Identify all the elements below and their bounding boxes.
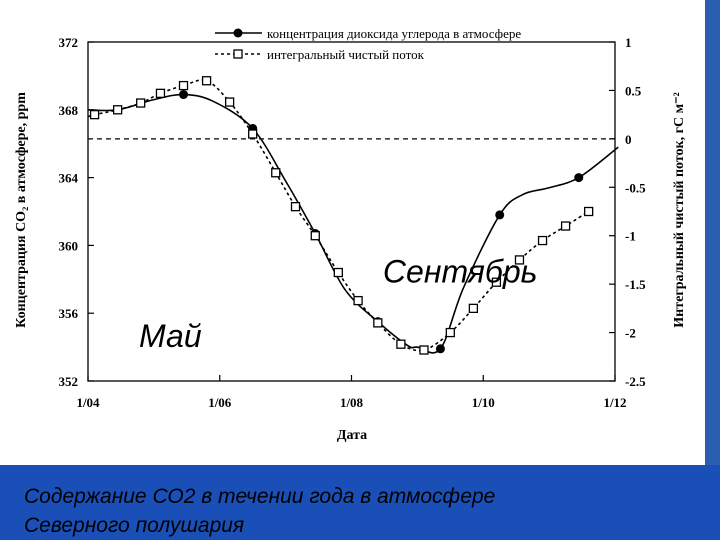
caption-line-1: Содержание СО2 в течении года в атмосфер…	[24, 485, 496, 508]
caption-line-2: Северного полушария	[24, 514, 245, 537]
flux-point	[491, 277, 502, 287]
y-axis-title-right: Интегральный чистый поток, гС м⁻²	[672, 92, 687, 327]
legend-marker-flux	[233, 49, 243, 59]
flux-point	[468, 303, 479, 314]
y-axis-title-left: Концентрация СО₂ в атмосфере, ppm	[14, 92, 29, 328]
slide-caption: Содержание СО2 в течении года в атмосфер…	[24, 482, 704, 540]
flux-point	[136, 98, 146, 108]
flux-point	[333, 267, 343, 278]
y-tick-label-left: 372	[59, 35, 79, 50]
flux-point	[155, 88, 166, 98]
annotations: Сентябрь Май	[139, 254, 537, 354]
y-tick-label-left: 360	[59, 238, 79, 253]
series-co2-concentration	[87, 90, 619, 354]
y-tick-label-right: 0	[625, 132, 632, 147]
chart: 1/04 1/06 1/08 1/10 1/12 352 356 360 364 368 372 -2…	[14, 26, 687, 443]
annotation-may: Май	[139, 318, 202, 354]
flux-point	[560, 221, 571, 231]
series-net-flux	[87, 76, 594, 355]
legend: концентрация диоксида углерода в атмосфе…	[215, 26, 521, 62]
x-tick-label: 1/10	[472, 395, 495, 410]
y-tick-label-left: 352	[59, 374, 79, 389]
axis-ticks: 1/04 1/06 1/08 1/10 1/12 352 356 360 364 368 372 -2…	[59, 35, 647, 410]
legend-label-flux: интегральный чистый поток	[267, 47, 425, 62]
annotation-september: Сентябрь	[383, 254, 538, 290]
flux-point	[89, 109, 100, 120]
flux-point	[112, 105, 123, 115]
caption-bar	[0, 465, 720, 540]
co2-point	[574, 173, 584, 183]
flux-point	[537, 235, 548, 246]
y-tick-label-left: 356	[59, 306, 79, 321]
y-tick-label-left: 368	[59, 103, 79, 118]
co2-point	[495, 210, 505, 220]
co2-point	[435, 344, 445, 354]
flux-point	[514, 255, 525, 265]
x-tick-label: 1/04	[76, 395, 100, 410]
y-tick-label-right: -1	[625, 229, 636, 244]
flux-point	[201, 76, 212, 86]
x-tick-label: 1/12	[603, 395, 626, 410]
flux-point	[419, 345, 429, 355]
flux-point	[310, 231, 320, 241]
y-tick-label-right: -2	[625, 326, 636, 341]
y-tick-label-right: 0.5	[625, 83, 642, 98]
x-tick-label: 1/06	[208, 395, 232, 410]
legend-marker-co2	[233, 28, 243, 38]
y-tick-label-left: 364	[59, 171, 79, 186]
y-tick-label-right: -2.5	[625, 374, 646, 389]
flux-point	[290, 202, 301, 212]
flux-point	[248, 129, 258, 139]
flux-line	[87, 79, 590, 352]
y-tick-label-right: -0.5	[625, 180, 646, 195]
flux-point	[373, 318, 383, 328]
x-axis-title: Дата	[337, 428, 367, 443]
y-tick-label-right: -1.5	[625, 277, 646, 292]
legend-label-co2: концентрация диоксида углерода в атмосфе…	[267, 26, 521, 41]
slide-frame-right	[705, 0, 720, 465]
flux-point	[224, 97, 235, 107]
x-tick-label: 1/08	[340, 395, 364, 410]
flux-point	[178, 80, 189, 91]
flux-point	[445, 327, 455, 338]
flux-point	[271, 168, 281, 178]
y-tick-label-right: 1	[625, 35, 632, 50]
flux-point	[396, 339, 406, 349]
co2-point	[179, 90, 189, 100]
flux-point	[353, 295, 363, 306]
co2-line	[87, 93, 619, 354]
flux-point	[584, 206, 594, 217]
